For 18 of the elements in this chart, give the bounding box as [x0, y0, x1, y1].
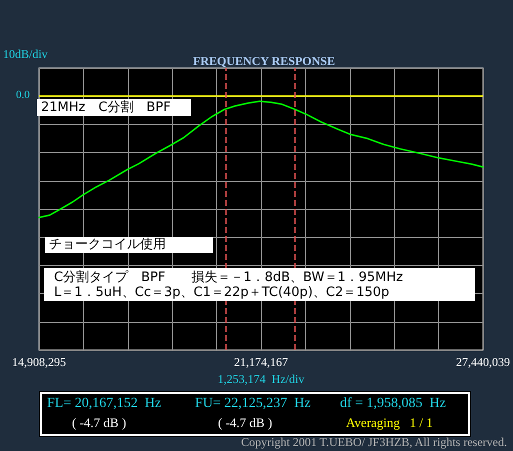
chart-title: FREQUENCY RESPONSE: [193, 54, 335, 68]
text: ( -4.7 dB ): [218, 415, 272, 431]
text: 0.0: [16, 89, 30, 101]
x-tick-label: 14,908,295: [12, 355, 66, 369]
text: ( -4.7 dB ): [72, 415, 126, 431]
text: df = 1,958,085 Hz: [340, 396, 446, 412]
text: Averaging 1 / 1: [346, 415, 433, 431]
x-tick-label: 27,440,039: [456, 355, 510, 369]
text: FU= 22,125,237 Hz: [195, 396, 311, 412]
annotation: 21MHz C分割 BPF: [37, 99, 191, 116]
x-tick-label: 21,174,167: [234, 355, 288, 369]
text: チョークコイル使用: [45, 237, 213, 253]
x-axis-title: 1,253,174 Hz/div: [218, 372, 304, 386]
text: L＝1．5uH、Cc＝3p、C1＝22p＋TC(40p)、C2＝150p: [54, 285, 390, 300]
y-axis-title: 10dB/div: [3, 47, 48, 61]
text: FL= 20,167,152 Hz: [47, 396, 162, 412]
text: C分割タイプ BPF 損失＝－1．8dB、BW＝1．95MHz: [54, 270, 403, 285]
text: Copyright 2001 T.UEBO/ JF3HZB, All rights reserved.: [241, 435, 507, 450]
